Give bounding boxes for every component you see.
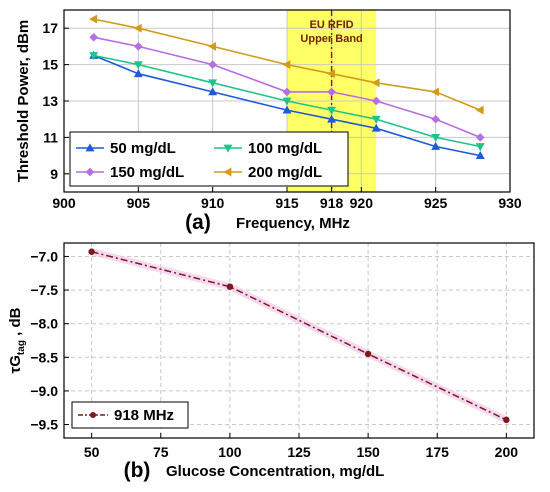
point-200-mg-dl-918 bbox=[326, 69, 335, 79]
panel-b-y-label-prefix: τG bbox=[7, 355, 24, 373]
point-100-mg-dl-910 bbox=[208, 79, 218, 88]
panel-b-y-label-suffix: , dB bbox=[7, 307, 24, 340]
x-tick-label-905: 905 bbox=[127, 195, 151, 211]
point-150-mg-dl-921 bbox=[371, 96, 381, 106]
x-tick-label-918: 918 bbox=[320, 195, 344, 211]
point-150-mg-dl-910 bbox=[208, 60, 217, 69]
point-50-mg-dl-925 bbox=[431, 141, 441, 150]
panel-a-frequency-chart: 900 905 910 915 918 920 925 930 9 11 13 15 17 EU RFI… bbox=[15, 9, 522, 234]
x-tick-label-50: 50 bbox=[84, 444, 100, 460]
series-line-918-mhz bbox=[91, 251, 507, 421]
x-tick-label-100: 100 bbox=[218, 444, 242, 460]
x-tick-label-150: 150 bbox=[356, 444, 380, 460]
y-tick-label-13: 13 bbox=[42, 93, 58, 109]
panel-b-glucose-chart: 50 75 100 125 150 175 200 −7.0 −7.5 −8.0 −8.5 −9.0 −… bbox=[7, 242, 535, 482]
legend-label-150-mg-dl: 150 mg/dL bbox=[110, 164, 184, 181]
x-tick-label-200: 200 bbox=[495, 444, 519, 460]
x-tick-label-925: 925 bbox=[424, 195, 448, 211]
point-200-mg-dl-921 bbox=[371, 78, 380, 88]
point-918-mhz-150 bbox=[364, 350, 372, 358]
point-50-mg-dl-915 bbox=[282, 105, 292, 114]
point-50-mg-dl-928 bbox=[475, 150, 485, 159]
y-tick-label-17: 17 bbox=[42, 20, 58, 36]
series-line-50-mg-dl bbox=[93, 54, 481, 157]
point-150-mg-dl-915 bbox=[282, 87, 292, 97]
panel-a-legend-box bbox=[69, 131, 349, 187]
panel-b-y-label-subscript: tag bbox=[16, 340, 27, 355]
y-tick-label-7-5: −7.5 bbox=[30, 282, 58, 298]
panel-b-series bbox=[88, 248, 510, 424]
y-tick-label-9-0: −9.0 bbox=[30, 383, 58, 399]
point-150-mg-dl-925 bbox=[431, 114, 440, 124]
point-918-mhz-50 bbox=[88, 248, 95, 255]
y-tick-label-9: 9 bbox=[50, 166, 58, 182]
point-200-mg-dl-928 bbox=[475, 105, 484, 115]
x-tick-label-900: 900 bbox=[52, 195, 76, 211]
point-200-mg-dl-905 bbox=[133, 23, 142, 33]
point-150-mg-dl-928 bbox=[475, 133, 485, 142]
point-100-mg-dl-921 bbox=[371, 115, 381, 124]
panel-a-tick-labels: 900 905 910 915 918 920 925 930 9 11 13 15 17 bbox=[42, 20, 521, 211]
point-200-mg-dl-925 bbox=[431, 87, 440, 97]
legend-label-100-mg-dl: 100 mg/dL bbox=[248, 140, 322, 157]
legend-label-918-mhz: 918 MHz bbox=[114, 407, 174, 424]
point-200-mg-dl-902 bbox=[89, 14, 98, 24]
y-tick-label-8-5: −8.5 bbox=[30, 349, 58, 365]
y-tick-label-15: 15 bbox=[42, 57, 58, 73]
point-50-mg-dl-905 bbox=[133, 69, 143, 78]
point-100-mg-dl-915 bbox=[282, 97, 292, 106]
point-100-mg-dl-928 bbox=[475, 143, 485, 152]
point-50-mg-dl-910 bbox=[208, 87, 218, 96]
y-tick-label-8-0: −8.0 bbox=[30, 316, 58, 332]
point-150-mg-dl-918 bbox=[327, 87, 336, 97]
panel-b-label: (b) bbox=[124, 459, 151, 482]
point-200-mg-dl-915 bbox=[282, 60, 291, 70]
x-tick-label-75: 75 bbox=[153, 444, 169, 460]
panel-a-x-axis-label: Frequency, MHz bbox=[236, 215, 350, 232]
panel-a-series bbox=[89, 14, 485, 159]
legend-label-50-mg-dl: 50 mg/dL bbox=[110, 140, 176, 157]
panel-b-x-axis-label: Glucose Concentration, mg/dL bbox=[166, 463, 384, 480]
point-918-mhz-100 bbox=[226, 283, 234, 290]
panel-a-label: (a) bbox=[185, 211, 211, 234]
x-tick-label-920: 920 bbox=[350, 195, 374, 211]
legend-marker-150-mg-dl bbox=[85, 167, 95, 177]
legend-marker-918-mhz bbox=[89, 411, 97, 419]
series-line-150-mg-dl bbox=[93, 36, 481, 139]
point-918-mhz-200 bbox=[503, 416, 510, 424]
panel-b-y-axis-label: τGtag , dB bbox=[7, 307, 27, 373]
legend-label-200-mg-dl: 200 mg/dL bbox=[248, 164, 322, 181]
point-100-mg-dl-925 bbox=[431, 134, 441, 143]
point-200-mg-dl-910 bbox=[208, 41, 217, 51]
x-tick-label-910: 910 bbox=[201, 195, 225, 211]
point-150-mg-dl-902 bbox=[89, 32, 99, 42]
x-tick-label-175: 175 bbox=[426, 444, 450, 460]
point-100-mg-dl-902 bbox=[89, 52, 99, 61]
legend-marker-50-mg-dl bbox=[85, 143, 95, 152]
point-100-mg-dl-918 bbox=[327, 106, 337, 115]
panel-a-y-axis-label: Threshold Power, dBm bbox=[15, 20, 32, 183]
x-tick-label-930: 930 bbox=[498, 195, 522, 211]
series-line-200-mg-dl bbox=[93, 18, 481, 111]
point-50-mg-dl-918 bbox=[327, 114, 337, 123]
point-150-mg-dl-905 bbox=[134, 42, 143, 51]
panel-b-legend: 918 MHz bbox=[71, 401, 189, 429]
y-tick-label-9-5: −9.5 bbox=[30, 417, 58, 433]
panel-a-legend: 50 mg/dL 100 mg/dL 150 mg/dL 200 mg/dL bbox=[69, 131, 349, 187]
point-50-mg-dl-921 bbox=[371, 123, 381, 132]
band-label-line1: EU RFID bbox=[310, 19, 354, 31]
y-tick-label-11: 11 bbox=[43, 129, 58, 145]
y-tick-label-7-0: −7.0 bbox=[30, 248, 58, 264]
legend-marker-200-mg-dl bbox=[223, 167, 232, 177]
series-line-100-mg-dl bbox=[93, 54, 481, 148]
x-tick-label-125: 125 bbox=[287, 444, 311, 460]
band-label-line2: Upper Band bbox=[300, 33, 362, 45]
legend-marker-100-mg-dl bbox=[223, 144, 233, 153]
point-100-mg-dl-905 bbox=[133, 61, 143, 70]
panel-b-tick-labels: 50 75 100 125 150 175 200 −7.0 −7.5 −8.0 −8.5 −9.0 −… bbox=[30, 248, 518, 460]
x-tick-label-915: 915 bbox=[275, 195, 299, 211]
